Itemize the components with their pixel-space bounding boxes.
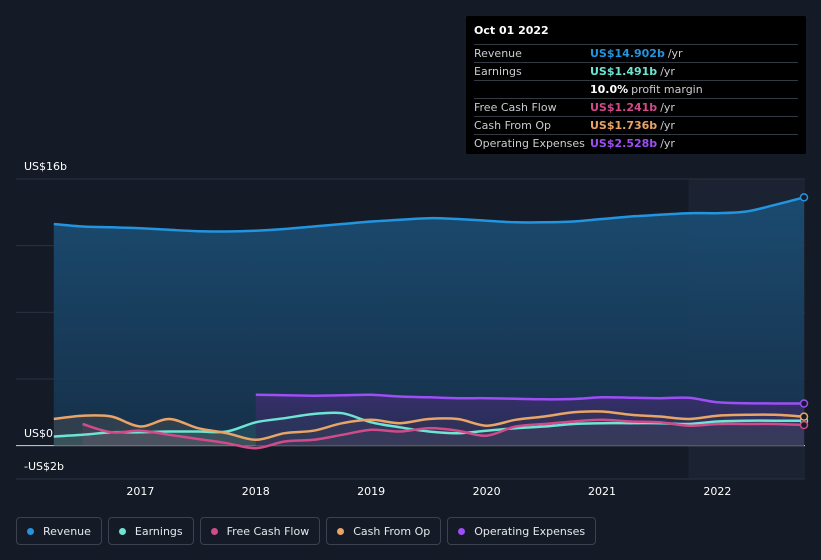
- x-axis-labels: 2017 2018 2019 2020 2021 2022: [126, 485, 731, 498]
- tooltip-row-value: US$1.241b: [590, 101, 658, 114]
- legend-label: Earnings: [134, 524, 183, 538]
- tooltip-row: Cash From Op US$1.736b/yr: [474, 117, 798, 135]
- legend-item-operating-expenses[interactable]: Operating Expenses: [447, 517, 597, 545]
- cash-from-op-line: [53, 410, 805, 442]
- tooltip-row-label: Earnings: [474, 65, 522, 78]
- tooltip-row-label: Cash From Op: [474, 119, 552, 132]
- tooltip-row: Operating Expenses US$2.528b/yr: [474, 135, 798, 152]
- legend-dot-icon: [210, 527, 218, 535]
- operating-expenses-line: [255, 393, 805, 405]
- tooltip-date: Oct 01 2022: [474, 24, 798, 45]
- free-cash-flow-endpoint: [799, 420, 809, 430]
- tooltip-row: Free Cash Flow US$1.241b/yr: [474, 99, 798, 117]
- tooltip-row-unit: /yr: [660, 65, 675, 78]
- y-axis-labels: US$16b US$0 -US$2b: [24, 160, 67, 473]
- legend-item-earnings[interactable]: Earnings: [107, 517, 194, 545]
- y-tick-label: -US$2b: [24, 460, 64, 473]
- x-tick-label: 2020: [473, 485, 501, 498]
- x-tick-label: 2018: [242, 485, 270, 498]
- x-tick-label: 2022: [703, 485, 731, 498]
- tooltip-row-value: US$1.736b: [590, 119, 658, 132]
- legend-label: Revenue: [43, 524, 91, 538]
- legend-dot-icon: [118, 527, 126, 535]
- y-tick-label: US$0: [24, 427, 53, 440]
- tooltip-row-value: US$2.528b: [590, 137, 658, 150]
- x-tick-label: 2021: [588, 485, 616, 498]
- tooltip-row-value: US$1.491b: [590, 65, 658, 78]
- operating-expenses-endpoint: [799, 399, 809, 408]
- tooltip-row-unit: /yr: [660, 119, 675, 132]
- free-cash-flow-line: [82, 418, 805, 450]
- legend-item-revenue[interactable]: Revenue: [16, 517, 102, 545]
- x-tick-label: 2017: [126, 485, 154, 498]
- operating-expenses-area: [255, 394, 805, 446]
- legend-dot-icon: [458, 527, 466, 535]
- tooltip-row-value: 10.0%: [590, 83, 629, 96]
- legend-dot-icon: [27, 527, 34, 535]
- legend-item-free-cash-flow[interactable]: Free Cash Flow: [199, 517, 321, 545]
- revenue-area: [53, 197, 805, 446]
- legend-label: Cash From Op: [353, 524, 431, 538]
- chart-legend: Revenue Earnings Free Cash Flow Cash From O…: [16, 517, 597, 547]
- legend-item-cash-from-op[interactable]: Cash From Op: [326, 517, 442, 545]
- tooltip-row-unit: profit margin: [631, 83, 703, 96]
- y-tick-label: US$16b: [24, 160, 67, 173]
- series-lines: [53, 196, 805, 450]
- cash-from-op-endpoint: [799, 412, 809, 421]
- tooltip-row-unit: /yr: [660, 101, 675, 114]
- tooltip-row-label: Free Cash Flow: [474, 101, 557, 114]
- tooltip-row-value: US$14.902b: [590, 47, 665, 60]
- tooltip-row: Earnings US$1.491b/yr: [474, 63, 798, 81]
- revenue-line: [53, 196, 805, 233]
- legend-label: Free Cash Flow: [226, 524, 310, 538]
- tooltip-row-label: Revenue: [474, 47, 522, 60]
- revenue-endpoint: [799, 193, 809, 202]
- tooltip-row-label: [474, 81, 590, 98]
- series-endpoints: [799, 193, 809, 430]
- series-areas: [53, 197, 805, 449]
- tooltip-row: 10.0% profit margin: [474, 81, 798, 99]
- legend-dot-icon: [337, 527, 345, 535]
- tooltip-rows: Revenue US$14.902b/yr Earnings US$1.491b/yr…: [474, 45, 798, 152]
- tooltip-row-unit: /yr: [667, 47, 683, 60]
- hover-tooltip: Oct 01 2022 Revenue US$14.902b/yr Earnings…: [466, 16, 806, 154]
- legend-label: Operating Expenses: [474, 524, 586, 538]
- tooltip-row-unit: /yr: [660, 137, 675, 150]
- tooltip-row: Revenue US$14.902b/yr: [474, 45, 798, 63]
- tooltip-row-label: Operating Expenses: [474, 137, 585, 150]
- x-tick-label: 2019: [357, 485, 385, 498]
